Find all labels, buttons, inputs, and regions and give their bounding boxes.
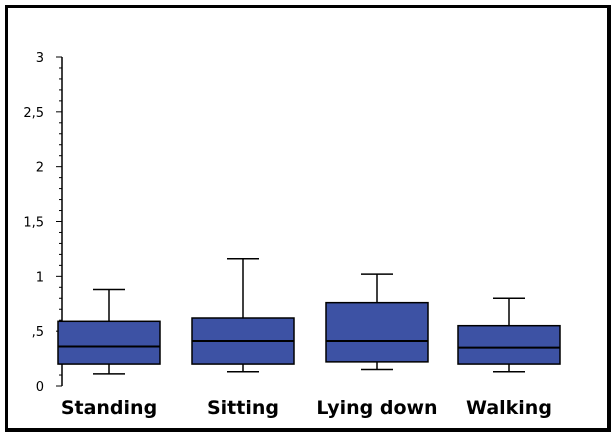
category-label: Standing	[61, 397, 157, 419]
iqr-box	[57, 320, 161, 365]
category-label: Lying down	[316, 397, 437, 419]
y-tick-label: ,5	[32, 325, 44, 340]
boxes	[57, 258, 561, 375]
x-axis-category-labels: Standing Sitting Lying down Walking	[61, 397, 552, 419]
y-axis-tick-labels: 0 ,5 1 1,5 2 2,5 3	[23, 51, 44, 395]
y-tick-label: 2,5	[23, 106, 44, 121]
iqr-box	[457, 324, 561, 365]
category-label: Walking	[466, 397, 552, 419]
y-tick-label: 0	[36, 380, 44, 395]
y-tick-label: 1	[36, 270, 44, 285]
box-sitting	[191, 258, 295, 373]
y-tick-label: 1,5	[23, 216, 44, 231]
y-tick-label: 3	[36, 51, 44, 66]
category-label: Sitting	[207, 397, 279, 419]
iqr-box	[325, 301, 429, 363]
box-plot-chart: 0 ,5 1 1,5 2 2,5 3 Standing Sitting Lying down Wa…	[23, 51, 561, 419]
box-lying-down	[325, 273, 429, 371]
box-walking	[457, 297, 561, 373]
chart-frame: 0 ,5 1 1,5 2 2,5 3 Standing Sitting Lying down Wa…	[5, 5, 611, 432]
box-standing	[57, 288, 161, 375]
y-tick-label: 2	[36, 161, 44, 176]
